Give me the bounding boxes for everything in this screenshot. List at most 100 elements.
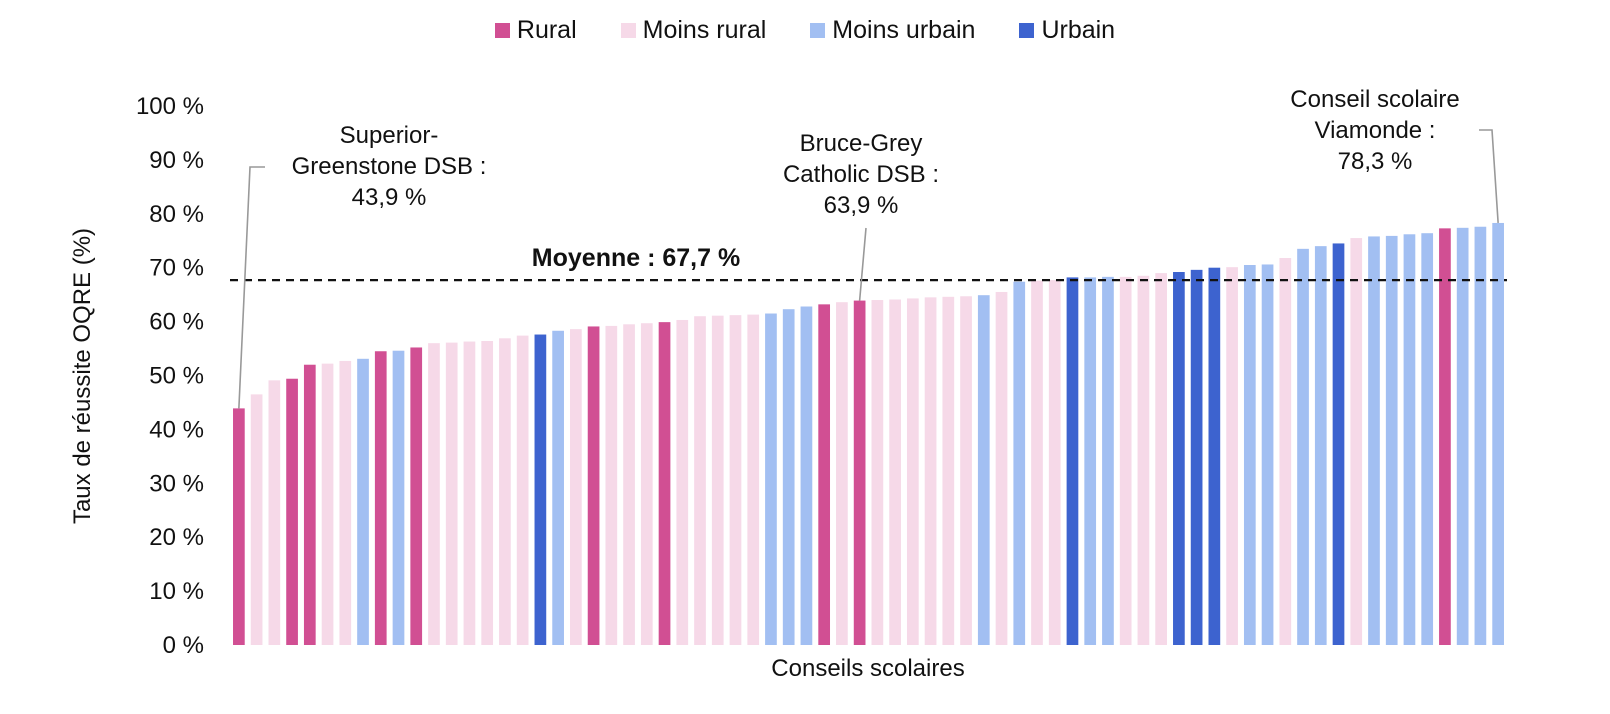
bar-less-rural [889, 299, 901, 645]
y-tick-label: 10 % [149, 578, 204, 605]
bar-less-rural [729, 315, 742, 645]
annotation-label: 43,9 % [352, 184, 427, 211]
bar-less-urban [1243, 265, 1256, 645]
legend-item-less-rural: Moins rural [620, 16, 767, 45]
bar-less-rural [676, 319, 689, 645]
bar-less-urban [1013, 281, 1026, 645]
bar-rural [853, 300, 866, 645]
annotation-label: Greenstone DSB : [292, 153, 487, 180]
bar-less-rural [570, 329, 582, 645]
annotation-label: Conseil scolaire [1290, 86, 1459, 113]
bar-less-rural [1048, 280, 1061, 645]
legend-swatch-rural [494, 23, 510, 38]
y-tick-label: 0 % [163, 632, 204, 659]
bar-less-urban [1421, 233, 1434, 646]
bar-less-rural [1279, 257, 1292, 645]
bar-urban [1173, 272, 1185, 645]
mean-label: Moyenne : 67,7 % [532, 244, 740, 272]
bar-less-rural [906, 298, 919, 645]
bar-less-urban [765, 313, 777, 645]
annotation-label: Superior- [340, 122, 439, 149]
bar-less-rural [711, 315, 724, 645]
bar-less-rural [1031, 280, 1043, 645]
bar-less-rural [960, 296, 972, 645]
bar-urban [1332, 243, 1345, 645]
annotation-leader-line [1479, 129, 1499, 224]
y-tick-label: 90 % [149, 147, 204, 174]
bar-less-urban [1492, 222, 1504, 645]
y-tick-label: 100 % [136, 93, 204, 120]
legend-swatch-less-rural [620, 23, 636, 38]
bar-less-rural [623, 324, 635, 645]
bar-less-rural [1119, 276, 1132, 645]
bar-urban [534, 334, 547, 645]
y-tick-label: 50 % [149, 363, 204, 390]
bar-less-rural [1137, 275, 1150, 645]
bar-less-rural [871, 300, 884, 645]
bar-less-urban [392, 350, 405, 645]
y-axis-label: Taux de réussite OQRE (%) [69, 228, 96, 524]
y-tick-label: 20 % [149, 524, 204, 551]
bar-less-rural [942, 296, 955, 645]
annotation-leader-line [238, 166, 265, 409]
bar-less-urban [1385, 235, 1398, 646]
bar-rural [658, 322, 671, 645]
bar-rural [818, 304, 831, 645]
bar-less-rural [694, 316, 706, 645]
x-axis-label: Conseils scolaires [771, 655, 964, 682]
bar-less-rural [463, 341, 476, 645]
bar-less-rural [250, 394, 263, 645]
bar-less-rural [995, 291, 1008, 645]
bar-less-rural [1350, 238, 1363, 645]
legend-swatch-less-urban [810, 23, 826, 38]
legend-label-less-urban: Moins urbain [832, 16, 976, 44]
bar-less-urban [977, 295, 990, 645]
bar-less-urban [782, 309, 795, 645]
bar-less-rural [499, 338, 511, 645]
annotations-group: Superior- Greenstone DSB : 43,9 % Bruce-Gre… [238, 86, 1499, 409]
annotation-label: 78,3 % [1338, 148, 1413, 175]
y-tick-label: 70 % [149, 255, 204, 282]
bar-less-rural [339, 360, 352, 645]
bar-less-urban [1456, 227, 1469, 645]
bar-less-rural [605, 325, 618, 645]
legend-item-less-urban: Moins urbain [810, 16, 975, 45]
bar-less-rural [321, 363, 334, 645]
bar-less-urban [800, 306, 813, 645]
legend-label-less-rural: Moins rural [642, 16, 767, 44]
y-tick-label: 60 % [149, 309, 204, 336]
annotation-label: Viamonde : [1315, 117, 1436, 144]
bar-less-rural [924, 297, 937, 645]
bar-less-rural [428, 343, 440, 645]
bar-less-urban [552, 330, 564, 645]
bar-less-rural [445, 342, 458, 645]
bar-less-rural [268, 380, 281, 645]
y-tick-label: 30 % [149, 470, 204, 497]
annotation-label: Catholic DSB : [783, 161, 939, 188]
bar-less-urban [357, 358, 369, 645]
y-tick-label: 40 % [149, 416, 204, 443]
bar-less-rural [640, 323, 653, 645]
bar-less-urban [1297, 248, 1309, 645]
annotation-label: 63,9 % [824, 192, 899, 219]
bar-rural [410, 347, 423, 645]
y-axis-ticks: 0 % 10 % 20 % 30 % 40 % 50 % 60 % 70 % 80 % 90 % 1… [136, 93, 204, 659]
legend-label-rural: Rural [516, 16, 577, 44]
bar-less-rural [481, 341, 494, 645]
bar-less-urban [1261, 264, 1274, 645]
bar-urban [1208, 267, 1221, 645]
bar-less-urban [1403, 234, 1416, 646]
legend-item-urban: Urbain [1019, 16, 1115, 45]
chart-legend: Rural Moins rural Moins urbain Urbain [0, 16, 1610, 45]
bar-less-urban [1314, 246, 1327, 645]
bar-less-urban [1084, 277, 1097, 645]
bar-less-urban [1474, 226, 1487, 645]
bar-less-rural [747, 314, 760, 645]
bar-less-rural [836, 302, 848, 645]
bar-less-rural [1226, 267, 1238, 645]
bar-less-rural [516, 335, 529, 645]
bars-group [233, 222, 1504, 646]
bar-less-rural [1155, 273, 1167, 645]
